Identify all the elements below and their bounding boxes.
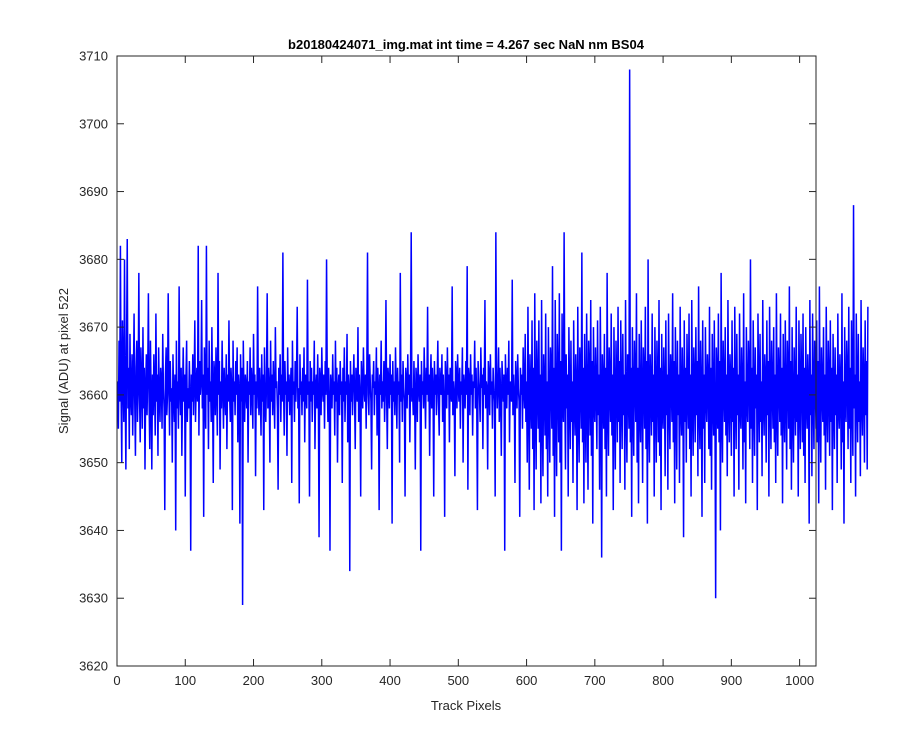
y-tick-label: 3690 <box>79 184 108 199</box>
x-tick-label: 700 <box>584 673 606 688</box>
x-tick-label: 300 <box>311 673 333 688</box>
x-tick-label: 500 <box>447 673 469 688</box>
y-tick-label: 3650 <box>79 455 108 470</box>
series-line-0 <box>116 69 869 606</box>
plot-frame <box>116 55 817 667</box>
y-tick-label: 3710 <box>79 49 108 64</box>
x-tick-label: 800 <box>652 673 674 688</box>
y-tick-label: 3640 <box>79 523 108 538</box>
x-tick-label: 400 <box>379 673 401 688</box>
x-axis: 0 100 200 300 400 500 600 700 800 900 1000 <box>113 56 814 688</box>
x-tick-label: 1000 <box>785 673 814 688</box>
x-tick-label: 0 <box>113 673 120 688</box>
series-layer <box>116 69 869 606</box>
x-tick-label: 600 <box>516 673 538 688</box>
x-tick-label: 200 <box>243 673 265 688</box>
y-tick-label: 3660 <box>79 387 108 402</box>
y-tick-label: 3700 <box>79 116 108 131</box>
y-axis-label: Signal (ADU) at pixel 522 <box>56 288 71 434</box>
x-tick-label: 900 <box>721 673 743 688</box>
chart-title: b20180424071_img.mat int time = 4.267 se… <box>288 37 645 52</box>
x-axis-label: Track Pixels <box>431 698 502 713</box>
y-tick-label: 3680 <box>79 252 108 267</box>
y-tick-label: 3670 <box>79 320 108 335</box>
x-tick-label: 100 <box>174 673 196 688</box>
y-tick-label: 3620 <box>79 659 108 674</box>
y-axis: 3620 3630 3640 3650 3660 3670 3680 3690 3700 3710 <box>79 49 816 674</box>
y-tick-label: 3630 <box>79 591 108 606</box>
